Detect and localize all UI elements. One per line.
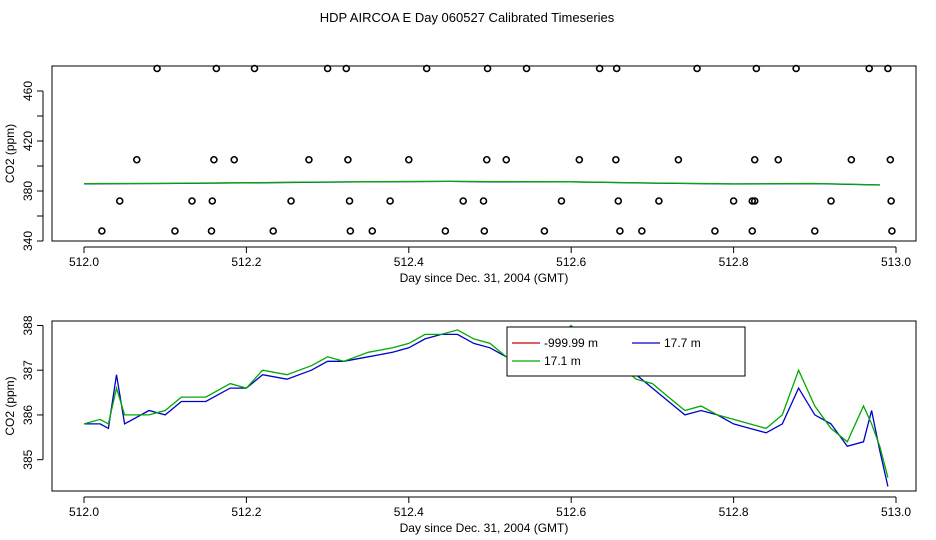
x-tick-label: 512.2 — [231, 505, 261, 519]
data-point-marker — [269, 227, 277, 235]
data-point-marker — [482, 155, 491, 164]
data-point-marker — [886, 155, 895, 164]
series-line — [83, 324, 889, 478]
y-tick-label: 380 — [21, 181, 35, 201]
data-point-marker — [612, 155, 620, 164]
data-point-marker — [711, 227, 719, 235]
bottom-panel-line-plot: 512.0 512.2 512.4 512.6 512.8 513.0 Day since … — [3, 315, 917, 535]
x-tick-label: 512.6 — [556, 505, 586, 519]
data-point-marker — [674, 155, 683, 164]
x-tick-label: 513.0 — [881, 505, 911, 519]
data-point-marker — [595, 64, 604, 73]
data-point-marker — [612, 64, 621, 73]
data-point-marker — [750, 197, 759, 205]
data-point-marker — [693, 64, 701, 73]
data-point-marker — [522, 64, 531, 73]
data-point-marker — [729, 197, 738, 205]
x-tick-label: 512.0 — [69, 505, 99, 519]
data-point-marker — [459, 197, 468, 205]
data-point-marker — [810, 227, 819, 235]
data-point-marker — [884, 64, 892, 73]
data-point-marker — [575, 155, 584, 164]
legend-label: 17.7 m — [664, 336, 701, 350]
x-axis-label: Day since Dec. 31, 2004 (GMT) — [400, 521, 569, 535]
data-point-marker — [230, 155, 239, 164]
data-point-marker — [847, 155, 856, 164]
data-point-marker — [557, 197, 566, 205]
y-axis-label: CO2 (ppm) — [3, 124, 17, 183]
data-point-marker — [115, 197, 124, 205]
legend-label: 17.1 m — [544, 354, 581, 368]
y-axis-label: CO2 (ppm) — [3, 376, 17, 435]
y-tick-label: 385 — [21, 449, 35, 469]
x-tick-label: 512.4 — [394, 505, 424, 519]
top-panel-scatter-plot: 512.0 512.2 512.4 512.6 512.8 513.0 Day since … — [3, 64, 917, 285]
data-point-marker — [287, 197, 295, 205]
data-point-marker — [750, 155, 759, 164]
data-point-marker — [212, 64, 221, 73]
data-point-marker — [250, 64, 259, 73]
data-point-marker — [483, 64, 492, 73]
data-point-marker — [502, 155, 511, 164]
data-point-marker — [480, 227, 489, 235]
x-axis-label: Day since Dec. 31, 2004 (GMT) — [400, 271, 569, 285]
data-point-marker — [748, 227, 757, 235]
series-line — [84, 333, 889, 487]
data-point-marker — [827, 197, 835, 205]
legend-label: -999.99 m — [544, 336, 598, 350]
x-tick-label: 512.4 — [394, 255, 424, 269]
series-line — [83, 180, 880, 186]
data-point-marker — [792, 64, 800, 73]
data-point-marker — [323, 64, 332, 73]
data-point-marker — [210, 155, 218, 164]
y-tick-label: 460 — [21, 81, 35, 101]
data-point-marker — [441, 227, 450, 235]
data-point-marker — [655, 197, 663, 205]
x-tick-label: 512.6 — [556, 255, 586, 269]
data-point-marker — [865, 64, 874, 73]
x-tick-label: 513.0 — [881, 255, 911, 269]
x-tick-label: 512.2 — [231, 255, 261, 269]
data-point-marker — [404, 155, 413, 164]
data-point-marker — [616, 227, 624, 235]
data-point-marker — [344, 155, 352, 164]
data-point-marker — [368, 227, 377, 235]
plot-frame — [51, 320, 917, 492]
data-point-marker — [208, 197, 217, 205]
data-point-marker — [479, 197, 488, 205]
x-tick-label: 512.8 — [719, 505, 749, 519]
x-tick-label: 512.0 — [69, 255, 99, 269]
y-tick-label: 420 — [21, 131, 35, 151]
data-point-marker — [614, 197, 623, 205]
y-tick-label: 340 — [21, 231, 35, 251]
data-point-marker — [748, 197, 757, 205]
legend-box — [506, 326, 746, 377]
data-point-marker — [422, 64, 431, 73]
data-point-marker — [345, 197, 354, 205]
data-point-marker — [132, 155, 141, 164]
data-point-marker — [386, 197, 394, 205]
y-tick-label: 386 — [21, 405, 35, 425]
data-point-marker — [207, 227, 216, 235]
y-tick-label: 387 — [21, 360, 35, 380]
data-point-marker — [98, 227, 106, 235]
data-point-marker — [188, 197, 196, 205]
data-point-marker — [342, 64, 351, 73]
data-point-marker — [774, 155, 783, 164]
data-point-marker — [888, 227, 896, 235]
plot-frame — [51, 65, 917, 242]
data-point-marker — [752, 64, 761, 73]
data-point-marker — [887, 197, 895, 205]
x-tick-label: 512.8 — [719, 255, 749, 269]
data-point-marker — [346, 227, 355, 235]
figure-title: HDP AIRCOA E Day 060527 Calibrated Times… — [320, 10, 615, 25]
data-point-marker — [171, 227, 179, 235]
data-point-marker — [540, 227, 549, 235]
data-point-marker — [638, 227, 646, 235]
y-tick-label: 388 — [21, 315, 35, 335]
data-point-marker — [305, 155, 313, 164]
data-point-marker — [153, 64, 161, 73]
